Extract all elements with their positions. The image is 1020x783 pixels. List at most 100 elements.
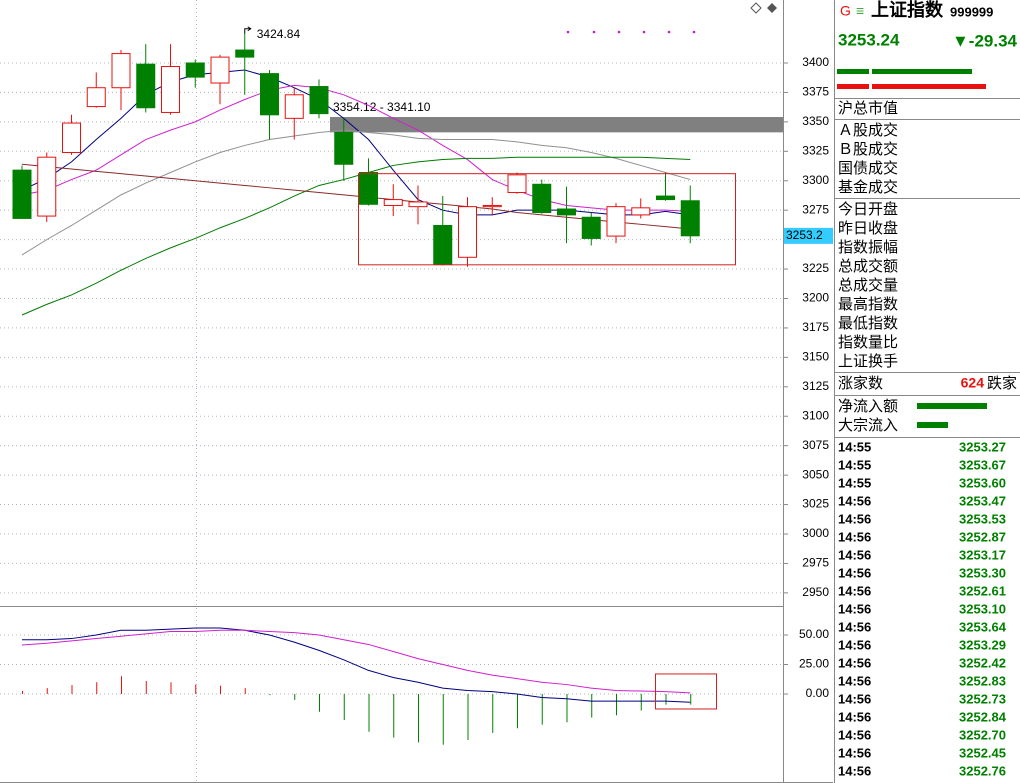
candle-body — [532, 183, 552, 214]
highlight-box — [655, 673, 717, 710]
y-tick-label: 3000 — [802, 526, 829, 540]
band — [330, 117, 783, 133]
candle-body — [656, 195, 675, 201]
tick-price: 3252.84 — [959, 709, 1007, 724]
highlight-box — [358, 173, 736, 266]
y-tick-label: 3050 — [802, 467, 829, 481]
y-tick-label: 25.00 — [799, 657, 829, 671]
tick-time: 14:55 — [838, 439, 871, 454]
label: Ｂ股成交 — [838, 140, 898, 158]
diamond-icon[interactable] — [767, 3, 777, 13]
tick-price: 3252.73 — [959, 691, 1006, 706]
y-tick-label: 3225 — [802, 261, 829, 275]
signal-dots — [566, 30, 696, 34]
flag: G — [840, 3, 851, 19]
line — [21, 129, 691, 256]
label: 上证换手 — [838, 353, 898, 370]
candle-body — [284, 94, 304, 119]
candle-body — [260, 73, 279, 116]
candle-body — [408, 201, 428, 208]
y-tick-label: 3175 — [802, 320, 829, 334]
label: 总成交额 — [838, 257, 898, 275]
bar — [917, 403, 987, 409]
candle-body — [12, 169, 32, 219]
y-tick-label: 3025 — [802, 497, 829, 511]
bar — [837, 84, 869, 89]
price-marker-label: 3253.2 — [786, 228, 823, 242]
label: 沪总市值 — [838, 100, 898, 117]
label: 大宗流入 — [838, 416, 898, 434]
menu[interactable]: ≡ — [856, 3, 864, 19]
tick-time: 14:56 — [838, 565, 871, 580]
y-tick-label: 3275 — [802, 202, 829, 216]
tick-price: 3252.87 — [959, 529, 1006, 544]
tick-time: 14:55 — [838, 457, 871, 472]
label: 跌家 — [987, 375, 1017, 392]
advance-count: 624 — [961, 375, 985, 391]
candle-body — [334, 131, 354, 165]
candle-body — [185, 62, 205, 78]
tick-price: 3252.70 — [959, 727, 1006, 742]
label: 昨日收盘 — [838, 219, 898, 237]
tick-price: 3253.27 — [959, 439, 1006, 454]
y-tick-label: 3200 — [802, 291, 829, 305]
tick-time: 14:56 — [838, 619, 871, 634]
tick-price: 3252.42 — [959, 655, 1006, 670]
candle-body — [62, 122, 81, 153]
tick-time: 14:56 — [838, 547, 871, 562]
label: 最低指数 — [838, 315, 898, 332]
tick-price: 3252.61 — [959, 583, 1006, 598]
label: 国债成交 — [838, 159, 898, 177]
bar — [917, 422, 948, 428]
diamond-icon[interactable] — [750, 2, 762, 14]
line — [21, 163, 691, 230]
candle-body — [210, 56, 230, 84]
tick-time: 14:56 — [838, 601, 871, 616]
line — [22, 627, 691, 703]
tick-time: 14:56 — [838, 511, 871, 526]
y-tick-label: 2975 — [802, 556, 829, 570]
candle-body — [359, 172, 378, 205]
tick-time: 14:56 — [838, 673, 871, 688]
tick-time: 14:56 — [838, 763, 871, 778]
candle-body — [309, 86, 329, 115]
label: 指数量比 — [838, 334, 898, 351]
tick-price: 3253.53 — [959, 511, 1006, 526]
candle-body — [680, 200, 700, 237]
bar — [872, 84, 986, 89]
label: 今日开盘 — [838, 200, 898, 218]
y-tick-label: 3125 — [802, 379, 829, 393]
tick-price: 3252.83 — [959, 673, 1006, 688]
tick-time: 14:56 — [838, 655, 871, 670]
y-tick-label: 3075 — [802, 438, 829, 452]
tick-time: 14:56 — [838, 493, 871, 508]
tick-time: 14:56 — [838, 745, 871, 760]
label: Ａ股成交 — [838, 121, 898, 139]
y-tick-label: 3375 — [802, 85, 829, 99]
label: 最高指数 — [838, 296, 898, 313]
tick-time: 14:56 — [838, 583, 871, 598]
flag-marker — [244, 26, 252, 34]
tick-time: 14:56 — [838, 727, 871, 742]
tick-time: 14:56 — [838, 709, 871, 724]
label: 净流入额 — [838, 398, 898, 415]
y-tick-label: 2950 — [802, 585, 829, 599]
tick-time: 14:56 — [838, 529, 871, 544]
tick-price: 3253.10 — [959, 601, 1006, 616]
candle-body — [37, 156, 57, 217]
y-tick-label: 3300 — [802, 173, 829, 187]
line — [21, 84, 691, 212]
price: 3253.24 — [838, 30, 900, 49]
label: 指数振幅 — [838, 239, 898, 256]
y-tick-label: 50.00 — [799, 627, 829, 641]
tick-price: 3253.47 — [959, 493, 1006, 508]
tick-price: 3252.45 — [959, 745, 1006, 760]
candle-body — [161, 66, 180, 113]
price-marker — [784, 227, 833, 244]
tick-time: 14:55 — [838, 475, 871, 490]
tick-time: 14:56 — [838, 691, 871, 706]
y-tick-label: 3325 — [802, 143, 829, 157]
label: 基金成交 — [838, 178, 898, 196]
y-tick-label: 3100 — [802, 408, 829, 422]
